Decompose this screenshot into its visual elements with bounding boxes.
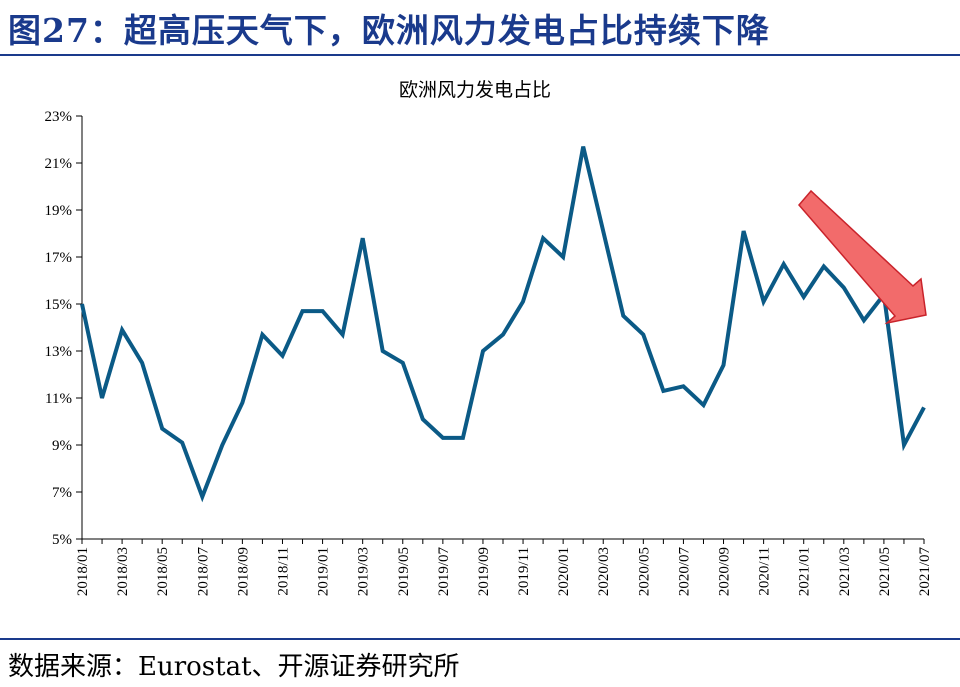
y-tick-label: 9%: [52, 438, 72, 454]
x-tick-label: 2020/11: [757, 547, 773, 596]
x-tick-label: 2020/05: [636, 547, 652, 596]
y-tick-label: 19%: [45, 203, 73, 219]
source-note: 数据来源：Eurostat、开源证券研究所: [8, 652, 460, 682]
y-tick-label: 13%: [45, 344, 73, 360]
x-tick-label: 2019/07: [436, 547, 452, 597]
x-tick-label: 2019/09: [476, 547, 492, 596]
x-tick-label: 2018/05: [155, 547, 171, 596]
x-tick-label: 2021/07: [917, 547, 933, 597]
x-tick-label: 2020/09: [717, 547, 733, 596]
x-tick-label: 2021/01: [797, 547, 813, 596]
y-ticks: 5% 7% 9% 11% 13% 15% 17% 19% 21% 23%: [45, 109, 82, 548]
x-tick-label: 2021/03: [837, 547, 853, 596]
figure-title: 图27：超高压天气下，欧洲风力发电占比持续下降: [8, 11, 770, 50]
y-tick-label: 7%: [52, 485, 72, 501]
x-tick-label: 2020/03: [596, 547, 612, 596]
x-ticks: 2018/01 2018/03 2018/05 2018/07 2018/09 2018/…: [75, 539, 933, 596]
chart: 欧洲风力发电占比 5% 7% 9% 11% 13% 15% 17% 19% 21% 23% 201…: [45, 79, 934, 596]
y-tick-label: 15%: [45, 297, 73, 313]
source-divider: [0, 638, 960, 640]
x-tick-label: 2018/07: [195, 547, 211, 597]
x-tick-label: 2020/07: [676, 547, 692, 597]
x-tick-label: 2019/03: [356, 547, 372, 596]
x-tick-label: 2018/01: [75, 547, 91, 596]
y-tick-label: 21%: [45, 156, 73, 172]
x-tick-label: 2019/01: [316, 547, 332, 596]
downward-arrow: [798, 189, 927, 325]
y-tick-label: 5%: [52, 532, 72, 548]
y-tick-label: 17%: [45, 250, 73, 266]
x-tick-label: 2019/05: [396, 547, 412, 596]
x-tick-label: 2018/11: [275, 547, 291, 596]
series-group: [80, 146, 926, 503]
x-tick-label: 2019/11: [516, 547, 532, 596]
x-tick-label: 2018/03: [115, 547, 131, 596]
y-tick-label: 11%: [45, 391, 72, 407]
y-tick-label: 23%: [45, 109, 73, 125]
chart-title: 欧洲风力发电占比: [399, 79, 551, 101]
x-tick-label: 2018/09: [235, 547, 251, 596]
title-divider: [0, 54, 960, 56]
x-tick-label: 2021/05: [877, 547, 893, 596]
series-line: [80, 146, 926, 503]
x-tick-label: 2020/01: [556, 547, 572, 596]
